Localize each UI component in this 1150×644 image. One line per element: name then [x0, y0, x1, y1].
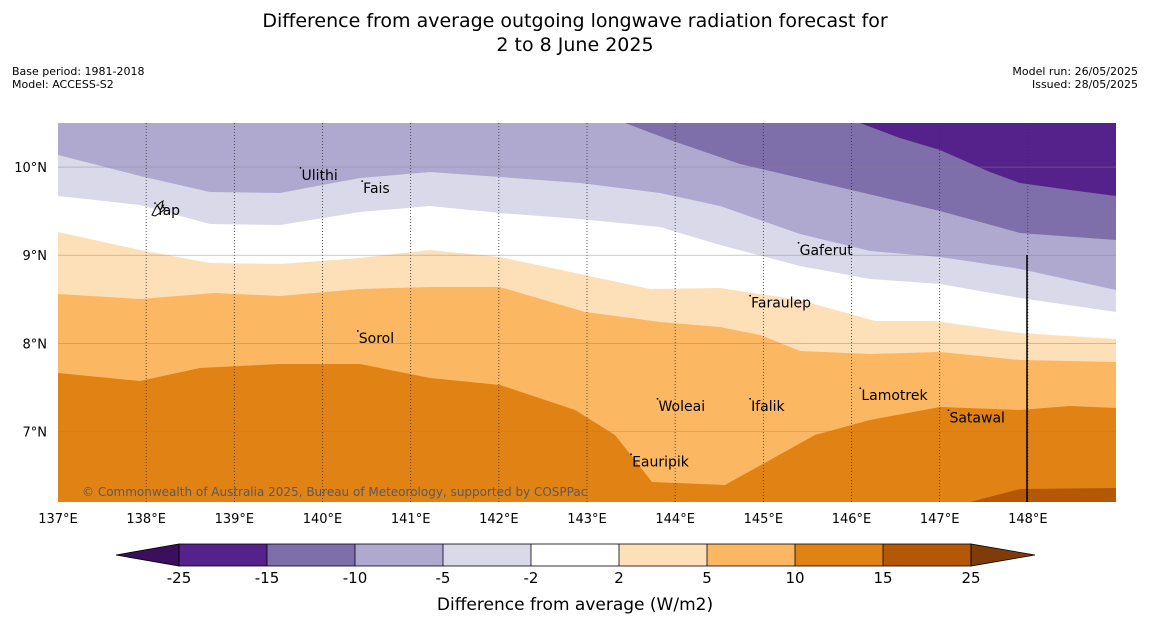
colorbar-label: Difference from average (W/m2): [437, 595, 713, 615]
meta-left: Base period: 1981-2018 Model: ACCESS-S2: [12, 65, 144, 91]
title-line-1: Difference from average outgoing longwav…: [262, 10, 888, 32]
map-title: Difference from average outgoing longwav…: [0, 9, 1150, 57]
graticule: [58, 123, 1116, 502]
longitude-tick-label: 137°E: [38, 512, 78, 527]
latitude-tick-label: 10°N: [14, 161, 47, 176]
issued-date: Issued: 28/05/2025: [1031, 78, 1138, 91]
copyright-notice: © Commonwealth of Australia 2025, Bureau…: [82, 485, 587, 499]
longitude-tick-label: 147°E: [920, 512, 960, 527]
place-labels: Ulithi Fais Yap Gaferut Faraulep Sorol Lamotre…: [154, 166, 1005, 470]
island-dot: [630, 453, 632, 456]
island-dot: [154, 202, 156, 205]
place-label-yap: Yap: [155, 203, 180, 219]
colorbar-swatch: [619, 544, 707, 566]
longitude-tick-label: 144°E: [655, 512, 695, 527]
latitude-tick-label: 8°N: [23, 337, 48, 352]
colorbar-swatch: [531, 544, 619, 566]
place-label-faraulep: Faraulep: [751, 296, 811, 312]
longitude-tick-label: 143°E: [567, 512, 607, 527]
colorbar-tick-label: -5: [436, 569, 451, 587]
place-label-ulithi: Ulithi: [301, 168, 337, 184]
place-label-lamotrek: Lamotrek: [861, 388, 928, 404]
colorbar-swatch: [795, 544, 883, 566]
meta-right: Model run: 26/05/2025 Issued: 28/05/2025: [1012, 65, 1138, 91]
colorbar-extend-low: [115, 543, 180, 567]
colorbar: -25 -15 -10 -5 -2 2 5 10 15 25: [115, 543, 1036, 587]
colorbar-tick-label: 5: [702, 569, 712, 587]
colorbar-swatch: [267, 544, 355, 566]
base-period: Base period: 1981-2018: [12, 65, 145, 78]
island-dot: [947, 409, 950, 412]
longitude-tick-label: 145°E: [744, 512, 784, 527]
longitude-ticks: 137°E 138°E 139°E 140°E 141°E 142°E 143°E 144°E…: [38, 512, 1047, 527]
place-label-gaferut: Gaferut: [800, 243, 854, 259]
place-label-ifalik: Ifalik: [751, 399, 785, 415]
place-label-fais: Fais: [363, 181, 390, 197]
colorbar-tick-label: 2: [614, 569, 624, 587]
island-dot: [361, 180, 364, 183]
island-dot: [299, 166, 302, 169]
colorbar-swatch: [179, 544, 267, 566]
latitude-tick-label: 7°N: [23, 425, 48, 440]
band-15-25: [970, 488, 1116, 502]
longitude-tick-label: 148°E: [1008, 512, 1048, 527]
colorbar-swatch: [443, 544, 531, 566]
colorbar-swatch: [707, 544, 795, 566]
colorbar-tick-label: 10: [785, 569, 804, 587]
model-run: Model run: 26/05/2025: [1012, 65, 1138, 78]
latitude-ticks: 10°N 9°N 8°N 7°N: [14, 161, 47, 440]
colorbar-tick-label: 25: [961, 569, 980, 587]
band-minus15-25: [860, 123, 1116, 196]
island-dot: [749, 294, 752, 297]
island-dot: [356, 330, 359, 332]
model-name: Model: ACCESS-S2: [12, 78, 114, 91]
island-dot: [749, 397, 752, 400]
place-label-sorol: Sorol: [359, 331, 394, 347]
place-label-eauripik: Eauripik: [632, 454, 690, 470]
colorbar-tick-label: 15: [873, 569, 892, 587]
colorbar-tick-label: -15: [255, 569, 280, 587]
longitude-tick-label: 140°E: [303, 512, 343, 527]
colorbar-tick-label: -10: [343, 569, 368, 587]
colorbar-tick-label: -2: [524, 569, 539, 587]
longitude-tick-label: 141°E: [391, 512, 431, 527]
island-dot: [859, 387, 862, 390]
longitude-tick-label: 142°E: [479, 512, 519, 527]
colorbar-extend-high: [970, 543, 1036, 567]
title-line-2: 2 to 8 June 2025: [496, 34, 654, 56]
longitude-tick-label: 139°E: [215, 512, 255, 527]
longitude-tick-label: 138°E: [126, 512, 166, 527]
colorbar-swatch: [883, 544, 971, 566]
longitude-tick-label: 146°E: [832, 512, 872, 527]
island-dot: [797, 241, 800, 244]
colorbar-tick-label: -25: [167, 569, 192, 587]
place-label-woleai: Woleai: [659, 399, 706, 415]
colorbar-swatch: [355, 544, 443, 566]
latitude-tick-label: 9°N: [23, 249, 48, 264]
place-label-satawal: Satawal: [949, 410, 1004, 426]
yap-island-shape: [151, 199, 166, 217]
island-dot: [656, 397, 659, 400]
